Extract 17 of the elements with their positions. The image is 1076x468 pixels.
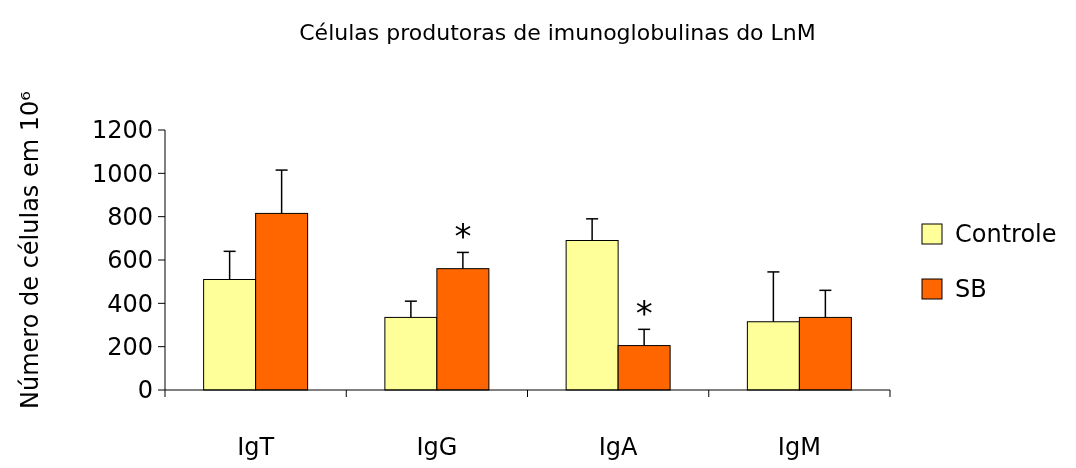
y-tick-label: 1000 — [91, 159, 153, 188]
annotation: * — [635, 293, 653, 334]
y-tick-label: 400 — [107, 289, 153, 318]
y-axis-title: Número de células em 10⁶ — [16, 91, 44, 409]
legend-label: Controle — [955, 220, 1057, 249]
legend-label: SB — [955, 275, 987, 304]
y-tick-label: 200 — [107, 333, 153, 362]
chart-title: Células produtoras de imunoglobulinas do LnM — [299, 20, 816, 45]
x-tick-label: IgG — [416, 433, 458, 461]
y-tick-label: 600 — [107, 246, 153, 275]
x-tick-label: IgA — [598, 433, 639, 461]
annotation: * — [454, 216, 472, 257]
y-tick-label: 800 — [107, 203, 153, 232]
x-tick-label: IgM — [777, 433, 821, 461]
x-tick-label: IgT — [237, 433, 275, 461]
y-tick-label: 0 — [137, 376, 153, 405]
y-tick-label: 1200 — [91, 116, 153, 145]
